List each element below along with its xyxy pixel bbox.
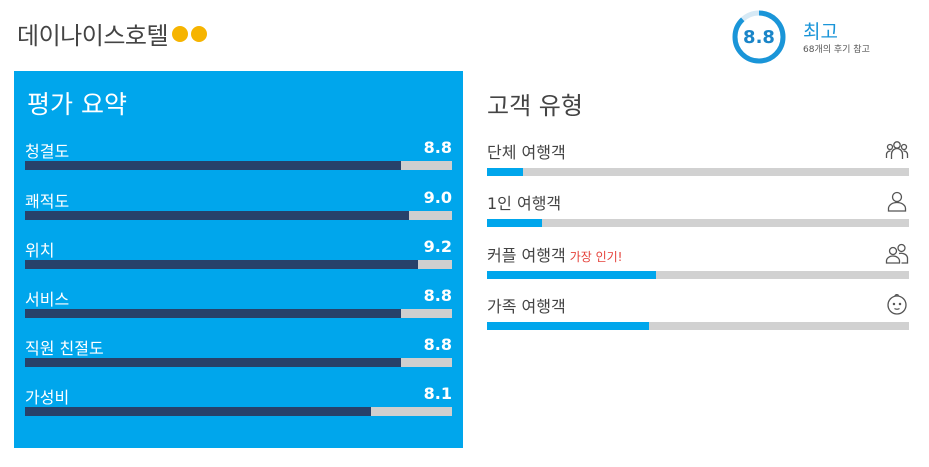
traveler-row-family: 가족 여행객 <box>487 293 909 335</box>
traveler-types-title: 고객 유형 <box>487 92 583 120</box>
traveler-bar <box>487 168 909 176</box>
traveler-label: 1인 여행객 <box>487 190 561 214</box>
traveler-row-solo: 1인 여행객 <box>487 190 909 232</box>
rating-row-location: 위치 9.2 <box>25 237 452 273</box>
rating-value: 9.2 <box>423 237 452 256</box>
score-label[interactable]: 최고 <box>803 21 838 43</box>
rating-label: 청결도 <box>25 142 70 161</box>
rating-dots-icon <box>172 25 208 42</box>
traveler-label-text: 1인 여행객 <box>487 194 562 213</box>
rating-row-value: 가성비 8.1 <box>25 384 452 420</box>
rating-dot <box>172 25 189 42</box>
traveler-label-text: 커플 여행객 <box>487 246 566 265</box>
rating-value: 8.8 <box>423 286 452 305</box>
rating-value: 9.0 <box>423 188 452 207</box>
traveler-bar <box>487 322 909 330</box>
rating-bar <box>25 358 452 367</box>
rating-label: 직원 친절도 <box>25 339 104 358</box>
traveler-bar-fill <box>487 322 650 330</box>
rating-bar-fill <box>25 211 410 220</box>
rating-bar-fill <box>25 358 401 367</box>
rating-label: 서비스 <box>25 290 70 309</box>
traveler-label: 커플 여행객 가장 인기! <box>487 242 622 266</box>
traveler-bar-fill <box>487 168 523 176</box>
rating-value: 8.8 <box>423 335 452 354</box>
traveler-bar-fill <box>487 271 656 279</box>
score-value: 8.8 <box>743 26 775 48</box>
traveler-row-couple: 커플 여행객 가장 인기! <box>487 242 909 284</box>
rating-dot <box>191 25 208 42</box>
score-ring-icon <box>732 10 786 64</box>
rating-bar <box>25 161 452 170</box>
rating-label: 쾌적도 <box>25 192 70 211</box>
rating-bar <box>25 260 452 269</box>
hotel-title: 데이나이스호텔 <box>17 16 208 51</box>
rating-value: 8.1 <box>423 384 452 403</box>
rating-row-cleanliness: 청결도 8.8 <box>25 138 452 174</box>
hotel-name: 데이나이스호텔 <box>17 22 169 50</box>
traveler-bar <box>487 219 909 227</box>
rating-bar <box>25 309 452 318</box>
summary-title: 평가 요약 <box>27 90 127 119</box>
score-badge: 8.8 <box>731 9 787 65</box>
rating-row-comfort: 쾌적도 9.0 <box>25 188 452 224</box>
couple-icon <box>885 243 909 264</box>
rating-label: 가성비 <box>25 388 70 407</box>
review-count: 68개의 후기 참고 <box>803 45 870 55</box>
rating-bar-fill <box>25 161 401 170</box>
rating-bar <box>25 407 452 416</box>
baby-face-icon <box>887 293 907 315</box>
traveler-label-text: 가족 여행객 <box>487 297 566 316</box>
rating-row-service: 서비스 8.8 <box>25 286 452 322</box>
single-person-icon <box>887 191 907 212</box>
traveler-bar <box>487 271 909 279</box>
rating-label: 위치 <box>25 241 55 260</box>
traveler-bar-fill <box>487 219 542 227</box>
rating-bar-fill <box>25 407 371 416</box>
rating-bar-fill <box>25 309 401 318</box>
traveler-label: 가족 여행객 <box>487 293 566 317</box>
traveler-row-group: 단체 여행객 <box>487 139 909 181</box>
rating-summary-panel: 평가 요약 청결도 8.8 쾌적도 9.0 위치 9.2 서비스 8.8 직원 … <box>14 71 463 448</box>
rating-bar-fill <box>25 260 418 269</box>
rating-bar <box>25 211 452 220</box>
traveler-label-text: 단체 여행객 <box>487 143 566 162</box>
rating-row-staff: 직원 친절도 8.8 <box>25 335 452 371</box>
most-popular-badge: 가장 인기! <box>569 250 623 264</box>
traveler-label: 단체 여행객 <box>487 139 566 163</box>
group-icon <box>885 141 909 159</box>
rating-value: 8.8 <box>423 138 452 157</box>
